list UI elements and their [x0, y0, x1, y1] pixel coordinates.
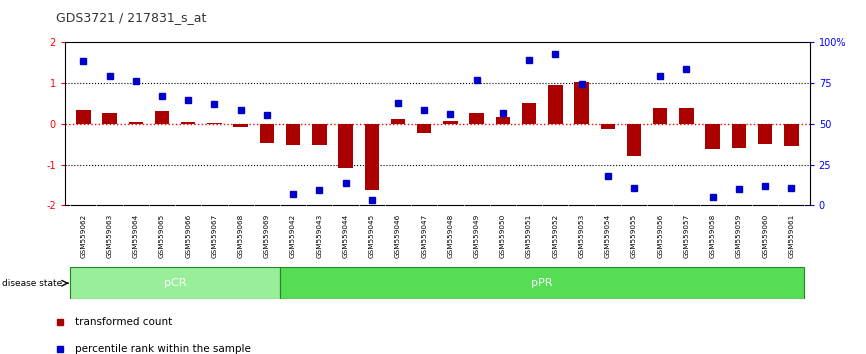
Text: GSM559046: GSM559046 [395, 214, 401, 258]
Bar [758, 124, 772, 144]
Text: pCR: pCR [164, 278, 186, 288]
Text: GSM559051: GSM559051 [527, 214, 532, 258]
Text: GSM559057: GSM559057 [683, 214, 689, 258]
Bar [391, 119, 405, 124]
Bar [417, 124, 431, 133]
Text: GSM559055: GSM559055 [631, 214, 637, 258]
Bar [76, 110, 91, 124]
Text: GSM559068: GSM559068 [237, 214, 243, 258]
Bar [548, 85, 563, 124]
Bar [286, 124, 301, 145]
Text: GSM559059: GSM559059 [736, 214, 742, 258]
Text: GSM559064: GSM559064 [132, 214, 139, 258]
Text: GSM559066: GSM559066 [185, 214, 191, 258]
Bar [679, 108, 694, 124]
Bar [601, 124, 615, 129]
Bar [312, 124, 326, 145]
Text: GSM559045: GSM559045 [369, 214, 375, 258]
Bar [280, 267, 805, 299]
Text: GSM559048: GSM559048 [448, 214, 454, 258]
Text: GSM559047: GSM559047 [421, 214, 427, 258]
Bar [181, 122, 196, 124]
Text: GSM559043: GSM559043 [316, 214, 322, 258]
Bar [574, 82, 589, 124]
Bar [365, 124, 379, 190]
Text: pPR: pPR [532, 278, 553, 288]
Text: GSM559060: GSM559060 [762, 214, 768, 258]
Bar [732, 124, 746, 148]
Bar [70, 267, 280, 299]
Bar [443, 121, 457, 124]
Text: GSM559052: GSM559052 [553, 214, 559, 258]
Text: GSM559049: GSM559049 [474, 214, 480, 258]
Bar [234, 124, 248, 127]
Text: disease state: disease state [2, 279, 62, 288]
Bar [260, 124, 274, 143]
Bar [469, 113, 484, 124]
Bar [706, 124, 720, 149]
Bar [207, 123, 222, 124]
Text: transformed count: transformed count [75, 317, 172, 327]
Text: GSM559063: GSM559063 [107, 214, 113, 258]
Text: GSM559067: GSM559067 [211, 214, 217, 258]
Text: GDS3721 / 217831_s_at: GDS3721 / 217831_s_at [56, 11, 207, 24]
Text: GSM559069: GSM559069 [264, 214, 270, 258]
Text: GSM559054: GSM559054 [604, 214, 611, 258]
Text: GSM559042: GSM559042 [290, 214, 296, 258]
Text: GSM559065: GSM559065 [159, 214, 165, 258]
Bar [784, 124, 798, 146]
Text: GSM559058: GSM559058 [709, 214, 715, 258]
Text: GSM559056: GSM559056 [657, 214, 663, 258]
Text: GSM559061: GSM559061 [788, 214, 794, 258]
Bar [522, 103, 536, 124]
Bar [495, 116, 510, 124]
Bar [128, 122, 143, 124]
Text: GSM559053: GSM559053 [578, 214, 585, 258]
Text: percentile rank within the sample: percentile rank within the sample [75, 344, 251, 354]
Bar [102, 113, 117, 124]
Bar [627, 124, 641, 156]
Bar [155, 111, 169, 124]
Text: GSM559044: GSM559044 [343, 214, 348, 258]
Bar [653, 108, 668, 124]
Text: GSM559062: GSM559062 [81, 214, 87, 258]
Bar [339, 124, 352, 168]
Text: GSM559050: GSM559050 [500, 214, 506, 258]
